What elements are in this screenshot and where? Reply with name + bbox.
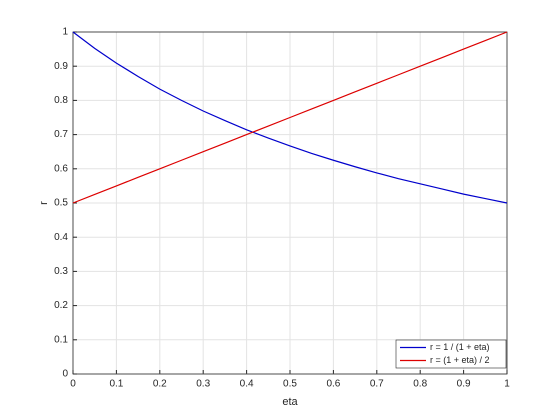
legend-label: r = 1 / (1 + eta) [430,342,490,352]
y-tick-label: 0.4 [54,232,68,243]
y-tick-label: 0.8 [54,95,68,106]
x-tick-label: 0 [70,379,76,390]
legend-label: r = (1 + eta) / 2 [430,355,490,365]
y-tick-label: 1 [62,27,68,38]
x-tick-label: 1 [504,379,510,390]
y-tick-label: 0.9 [54,61,68,72]
x-tick-label: 0.4 [240,379,254,390]
legend-box [395,339,507,369]
y-tick-label: 0.7 [54,129,68,140]
x-tick-label: 0.9 [457,379,471,390]
line [72,31,508,204]
y-tick-label: 0.2 [54,300,68,311]
y-tick-label: 0 [62,369,68,380]
x-tick-label: 0.1 [109,379,123,390]
y-tick-label: 0.6 [54,163,68,174]
y-tick-label: 0.5 [54,198,68,209]
x-tick-label: 0.7 [370,379,384,390]
x-tick-label: 0.5 [283,379,297,390]
x-tick-label: 0.3 [196,379,210,390]
y-tick-label: 0.3 [54,266,68,277]
y-tick-label: 0.1 [54,334,68,345]
y-axis-label: r [38,201,50,205]
x-tick-label: 0.8 [413,379,427,390]
x-axis-label: eta [282,396,298,408]
line [72,31,508,204]
x-tick-label: 0.6 [326,379,340,390]
x-tick-label: 0.2 [153,379,167,390]
